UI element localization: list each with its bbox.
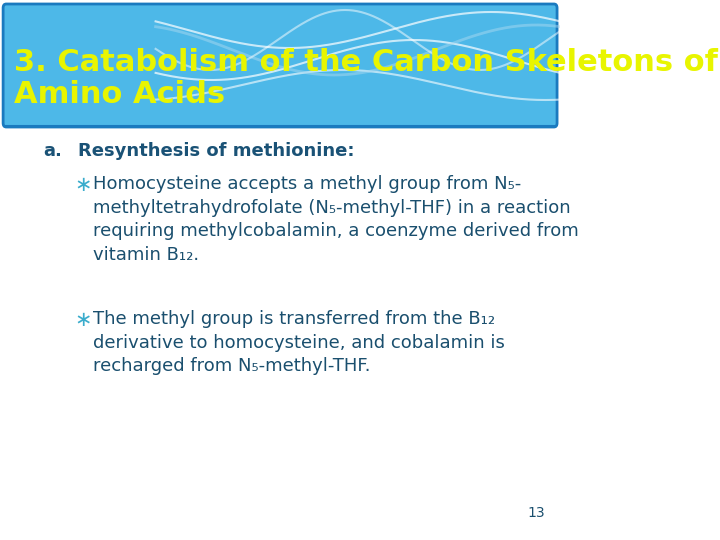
FancyBboxPatch shape [3, 4, 557, 127]
Text: 13: 13 [527, 506, 544, 520]
Text: Resynthesis of methionine:: Resynthesis of methionine: [78, 142, 354, 160]
Text: ∗: ∗ [74, 310, 91, 330]
Text: ∗: ∗ [74, 175, 91, 195]
Text: The methyl group is transferred from the B₁₂
derivative to homocysteine, and cob: The methyl group is transferred from the… [94, 310, 505, 375]
Text: Homocysteine accepts a methyl group from N₅-
methyltetrahydrofolate (N₅-methyl-T: Homocysteine accepts a methyl group from… [94, 175, 579, 264]
Text: Amino Acids: Amino Acids [14, 80, 225, 109]
Text: a.: a. [42, 142, 62, 160]
Text: 3. Catabolism of the Carbon Skeletons of: 3. Catabolism of the Carbon Skeletons of [14, 48, 718, 77]
